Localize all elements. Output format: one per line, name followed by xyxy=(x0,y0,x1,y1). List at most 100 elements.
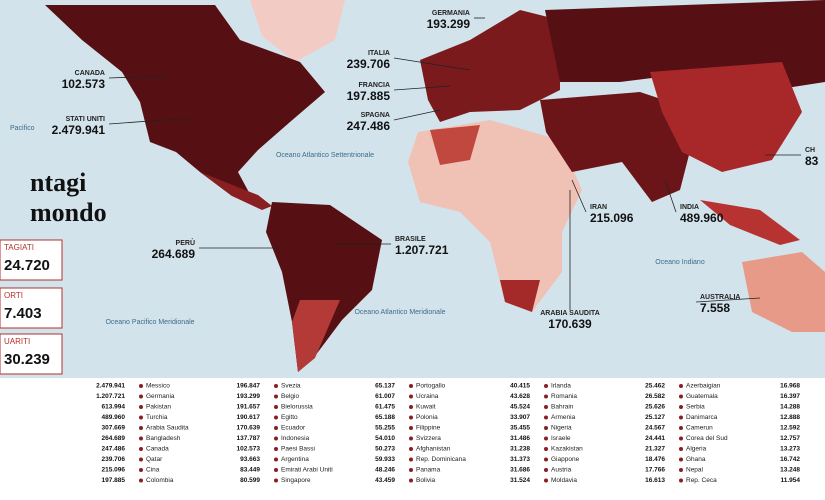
row-name: Algeria xyxy=(686,446,707,453)
row-value: 12.592 xyxy=(780,425,800,432)
row-value: 83.449 xyxy=(240,467,260,474)
row-value: 80.599 xyxy=(240,477,260,484)
row-dot xyxy=(544,478,548,483)
row-dot xyxy=(139,426,143,430)
country-value: 215.096 xyxy=(590,211,634,225)
ocean-label: Pacifico xyxy=(10,125,35,132)
row-value: 170.639 xyxy=(237,425,261,432)
row-name: Ucraina xyxy=(416,393,439,400)
row-dot xyxy=(139,468,143,472)
country-value: 193.299 xyxy=(427,17,471,31)
row-dot xyxy=(544,457,548,462)
row-value: 13.273 xyxy=(780,446,800,453)
row-dot xyxy=(274,394,278,399)
row-name: Nigeria xyxy=(551,425,572,432)
row-name: Paesi Bassi xyxy=(281,446,315,453)
row-value: 33.907 xyxy=(510,414,530,421)
greenland xyxy=(250,0,345,62)
total-value: 30.239 xyxy=(4,351,50,368)
row-value: 12.757 xyxy=(780,435,800,442)
row-value: 26.582 xyxy=(645,393,665,400)
row-dot xyxy=(409,415,413,420)
row-dot xyxy=(679,468,683,472)
row-dot xyxy=(679,457,683,462)
row-dot xyxy=(409,394,413,399)
row-dot xyxy=(544,426,548,430)
middle-east xyxy=(540,92,700,202)
row-value: 35.455 xyxy=(510,425,530,432)
country-name: Brasile xyxy=(395,236,426,243)
country-name: India xyxy=(680,204,699,211)
row-dot xyxy=(679,436,683,441)
row-name: Danimarca xyxy=(686,414,718,421)
total-value: 7.403 xyxy=(4,305,42,322)
row-name: Cina xyxy=(146,467,160,474)
row-dot xyxy=(679,447,683,451)
row-name: Afghanistan xyxy=(416,446,451,453)
row-dot xyxy=(544,468,548,472)
row-value: 247.486 xyxy=(102,446,126,453)
row-dot xyxy=(139,384,143,388)
row-name: Svezia xyxy=(281,383,301,390)
callout-line xyxy=(108,117,191,125)
row-value: 196.847 xyxy=(237,383,261,390)
row-name: Nepal xyxy=(686,467,704,474)
ocean-label: Oceano Atlantico Settentrionale xyxy=(276,152,374,159)
row-dot xyxy=(544,436,548,441)
row-name: Corea del Sud xyxy=(686,435,728,442)
country-name: Spagna xyxy=(361,112,390,119)
row-dot xyxy=(409,468,413,472)
row-value: 31.524 xyxy=(510,477,530,484)
country-value: 239.706 xyxy=(347,57,391,71)
callout-line xyxy=(393,85,451,91)
row-value: 1.207.721 xyxy=(96,393,125,400)
total-box xyxy=(0,333,63,375)
row-name: Panama xyxy=(416,467,441,474)
map xyxy=(45,0,825,372)
row-dot xyxy=(139,415,143,420)
row-value: 2.479.941 xyxy=(96,383,125,390)
callout-line xyxy=(393,57,471,71)
country-name: Germania xyxy=(432,10,470,17)
row-value: 190.617 xyxy=(237,414,261,421)
europe xyxy=(420,10,560,122)
row-value: 197.885 xyxy=(102,477,126,484)
row-name: Ghana xyxy=(686,456,706,463)
row-dot xyxy=(274,447,278,451)
callout-line xyxy=(571,179,587,213)
row-name: Ecuador xyxy=(281,425,306,432)
row-dot xyxy=(139,457,143,462)
ocean-label: Oceano Pacifico Meridionale xyxy=(105,319,194,326)
row-value: 24.441 xyxy=(645,435,665,442)
row-name: Canada xyxy=(146,446,169,453)
row-dot xyxy=(409,426,413,430)
total-label: TAGIATI xyxy=(4,243,34,252)
row-name: Kazakistan xyxy=(551,446,583,453)
row-dot xyxy=(139,394,143,399)
country-value: 1.207.721 xyxy=(395,243,449,257)
row-name: Emirati Arabi Uniti xyxy=(281,467,333,474)
row-value: 215.096 xyxy=(102,467,126,474)
row-name: Bangladesh xyxy=(146,435,181,442)
row-value: 11.954 xyxy=(780,477,800,484)
row-value: 137.787 xyxy=(237,435,261,442)
title-line: mondo xyxy=(30,198,107,227)
country-value: 83 xyxy=(805,154,819,168)
row-value: 25.127 xyxy=(645,414,665,421)
row-name: Belgio xyxy=(281,393,299,400)
row-dot xyxy=(679,426,683,430)
row-dot xyxy=(544,405,548,409)
callout-line xyxy=(664,179,677,213)
country-value: 102.573 xyxy=(62,77,106,91)
row-name: Armenia xyxy=(551,414,576,421)
row-value: 18.476 xyxy=(645,456,665,463)
country-value: 247.486 xyxy=(347,119,391,133)
row-name: Svizzera xyxy=(416,435,441,442)
row-value: 31.373 xyxy=(510,456,530,463)
row-value: 43.459 xyxy=(375,477,395,484)
north-africa xyxy=(430,125,480,165)
row-name: Bahrain xyxy=(551,404,574,411)
country-value: 197.885 xyxy=(347,89,391,103)
south-africa xyxy=(500,280,540,312)
row-value: 61.007 xyxy=(375,393,395,400)
